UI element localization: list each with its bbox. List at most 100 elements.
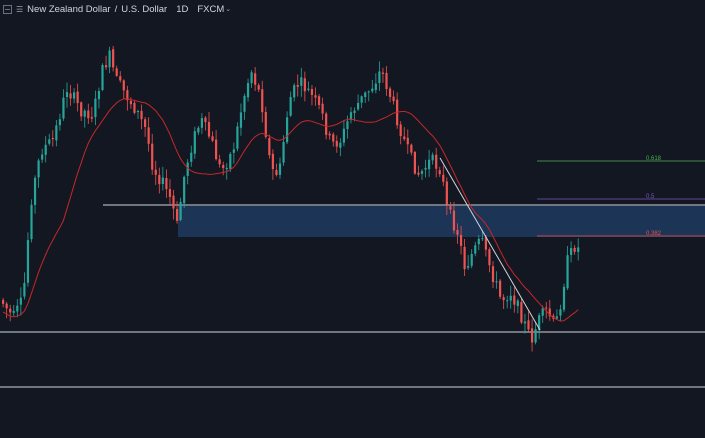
candle-body	[328, 133, 331, 136]
candle-body	[470, 253, 473, 266]
candle-body	[491, 266, 495, 283]
candle-body	[23, 282, 26, 297]
candle-body	[392, 96, 395, 102]
candle-body	[566, 255, 569, 289]
candle-body	[293, 85, 296, 98]
highlight-zone[interactable]	[178, 206, 705, 237]
candle-body	[112, 49, 115, 68]
candle-body	[428, 159, 431, 170]
candle-body	[239, 112, 243, 128]
candle-body	[87, 110, 90, 119]
candle-body	[140, 110, 143, 120]
candle-body	[353, 110, 356, 114]
symbol-name[interactable]: New Zealand Dollar	[27, 3, 111, 15]
candle-body	[442, 174, 445, 182]
candle-body	[424, 167, 427, 170]
fib-label-382: 0.382	[646, 231, 662, 237]
trend-line[interactable]	[439, 157, 541, 331]
candle-body	[119, 76, 122, 81]
candle-body	[275, 169, 278, 175]
candle-body	[431, 154, 434, 161]
candle-body	[325, 113, 328, 135]
candle-body	[243, 95, 246, 112]
candle-body	[211, 136, 214, 141]
candle-body	[204, 117, 207, 123]
candle-body	[69, 93, 72, 99]
candle-body	[484, 236, 487, 250]
candle-body	[190, 152, 193, 162]
candle-body	[151, 143, 154, 170]
source-label[interactable]: FXCM	[197, 3, 225, 15]
candle-body	[108, 50, 111, 68]
chevron-down-icon[interactable]: ⌄	[225, 6, 232, 13]
candle-body	[250, 72, 253, 84]
candle-body	[48, 139, 51, 144]
candle-body	[122, 80, 125, 91]
candle-body	[385, 72, 388, 89]
candle-body	[186, 162, 189, 176]
candle-body	[488, 249, 491, 266]
candle-body	[261, 89, 264, 113]
interval-label[interactable]: 1D	[176, 3, 189, 15]
candle-body	[523, 321, 527, 324]
candle-body	[129, 100, 132, 105]
candle-body	[73, 92, 76, 99]
candle-body	[101, 65, 104, 90]
candle-body	[332, 134, 335, 142]
candle-body	[509, 295, 512, 301]
candle-body	[246, 82, 250, 98]
candle-body	[467, 265, 470, 268]
candle-body	[94, 98, 97, 118]
candle-body	[80, 102, 83, 117]
quote-name[interactable]: U.S. Dollar	[121, 3, 168, 15]
pair-separator: /	[114, 3, 118, 15]
candle-body	[278, 163, 282, 175]
candle-body	[222, 164, 225, 169]
candle-body	[403, 136, 406, 139]
candle-body	[197, 127, 200, 133]
candle-body	[33, 177, 37, 205]
candle-body	[126, 90, 129, 101]
collapse-icon[interactable]	[3, 4, 12, 14]
candle-body	[406, 137, 409, 145]
candle-body	[456, 230, 459, 235]
candle-body	[97, 90, 101, 100]
candle-body	[175, 209, 179, 221]
candle-body	[165, 178, 168, 190]
candle-body	[349, 112, 353, 121]
candle-body	[374, 83, 377, 91]
candle-body	[314, 95, 317, 98]
candle-body	[420, 171, 424, 174]
candle-body	[215, 139, 218, 160]
candle-body	[378, 71, 381, 84]
candle-body	[445, 181, 448, 205]
candle-body	[300, 77, 303, 86]
symbol-menu-icon[interactable]: ☰	[16, 4, 24, 14]
candle-body	[200, 118, 203, 128]
candle-body	[573, 247, 576, 252]
candle-body	[335, 140, 338, 147]
candle-body	[76, 91, 79, 104]
candlestick-series	[2, 45, 580, 352]
candle-body	[410, 144, 413, 153]
candle-body	[555, 316, 558, 319]
candle-body	[282, 141, 285, 163]
candle-body	[12, 310, 15, 313]
candle-body	[477, 238, 480, 245]
candle-body	[388, 88, 392, 97]
candle-body	[459, 234, 463, 246]
candle-body	[342, 128, 345, 143]
candle-body	[62, 97, 65, 119]
candle-body	[229, 153, 232, 169]
candle-body	[5, 303, 8, 309]
candle-body	[360, 96, 363, 103]
candle-body	[538, 315, 541, 330]
candle-body	[9, 308, 12, 313]
candle-body	[438, 170, 441, 175]
candle-body	[559, 309, 562, 316]
fib-label-618: 0.618	[646, 156, 662, 162]
candle-body	[104, 65, 108, 68]
candle-body	[161, 177, 164, 184]
candle-body	[2, 299, 5, 304]
